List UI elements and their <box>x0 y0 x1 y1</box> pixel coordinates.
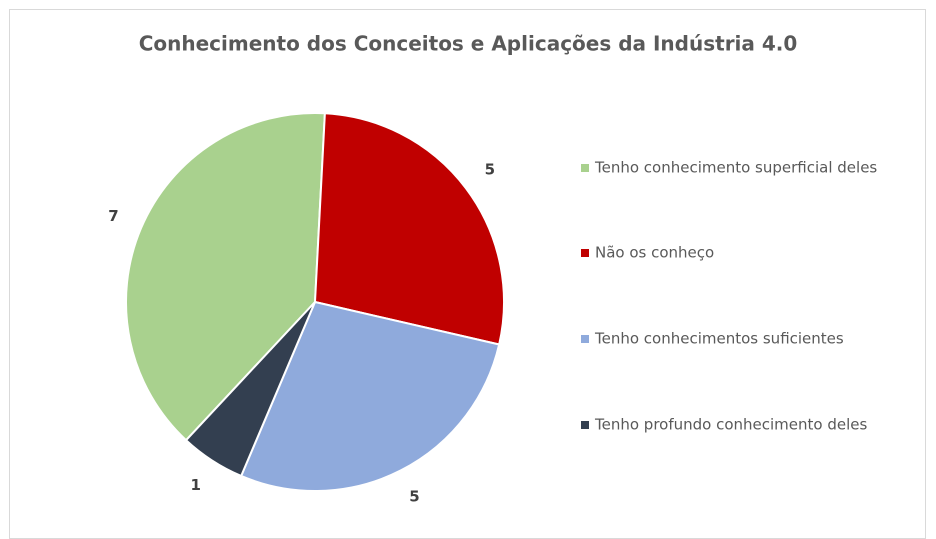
data-label: 1 <box>191 476 201 494</box>
pie-slice <box>125 112 326 442</box>
data-label: 7 <box>108 207 118 225</box>
legend-label: Tenho conhecimentos suficientes <box>594 330 844 348</box>
legend-label: Não os conheço <box>595 244 714 262</box>
chart-title: Conhecimento dos Conceitos e Aplicações … <box>139 32 798 56</box>
pie-slice <box>184 301 316 478</box>
pie-slice <box>239 300 501 492</box>
data-label: 5 <box>409 488 419 506</box>
legend-swatch <box>581 249 589 257</box>
legend-swatch <box>581 335 589 343</box>
legend-swatch <box>581 421 589 429</box>
legend-label: Tenho conhecimento superficial deles <box>594 159 877 177</box>
pie-slice <box>313 112 505 346</box>
legend-label: Tenho profundo conhecimento deles <box>594 416 867 434</box>
data-label: 5 <box>485 161 495 179</box>
legend-swatch <box>581 164 589 172</box>
